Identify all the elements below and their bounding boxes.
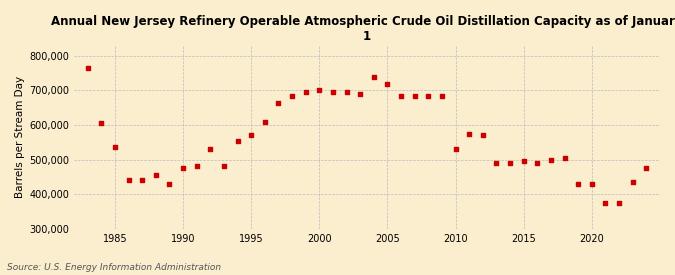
Point	[369, 75, 379, 79]
Point	[641, 166, 652, 170]
Point	[409, 94, 420, 98]
Point	[437, 94, 448, 98]
Point	[164, 182, 175, 186]
Point	[518, 159, 529, 163]
Point	[109, 145, 120, 150]
Y-axis label: Barrels per Stream Day: Barrels per Stream Day	[15, 76, 25, 198]
Title: Annual New Jersey Refinery Operable Atmospheric Crude Oil Distillation Capacity : Annual New Jersey Refinery Operable Atmo…	[51, 15, 675, 43]
Point	[477, 133, 488, 138]
Point	[600, 200, 611, 205]
Point	[559, 156, 570, 160]
Point	[587, 182, 597, 186]
Point	[314, 88, 325, 93]
Point	[532, 161, 543, 165]
Point	[82, 66, 93, 70]
Point	[382, 81, 393, 86]
Point	[545, 157, 556, 162]
Point	[123, 178, 134, 183]
Point	[450, 147, 461, 152]
Point	[423, 94, 434, 98]
Point	[273, 100, 284, 105]
Point	[137, 178, 148, 183]
Point	[505, 161, 516, 165]
Point	[627, 180, 638, 184]
Point	[151, 173, 161, 177]
Point	[300, 90, 311, 94]
Point	[259, 119, 270, 124]
Point	[219, 164, 230, 169]
Point	[355, 92, 366, 96]
Point	[396, 94, 406, 98]
Point	[246, 133, 256, 138]
Point	[205, 147, 216, 152]
Point	[491, 161, 502, 165]
Point	[614, 200, 624, 205]
Point	[573, 182, 584, 186]
Point	[191, 164, 202, 169]
Point	[341, 90, 352, 94]
Point	[287, 94, 298, 98]
Point	[232, 138, 243, 143]
Point	[178, 166, 188, 170]
Point	[327, 90, 338, 94]
Point	[96, 121, 107, 125]
Point	[464, 131, 475, 136]
Text: Source: U.S. Energy Information Administration: Source: U.S. Energy Information Administ…	[7, 263, 221, 272]
